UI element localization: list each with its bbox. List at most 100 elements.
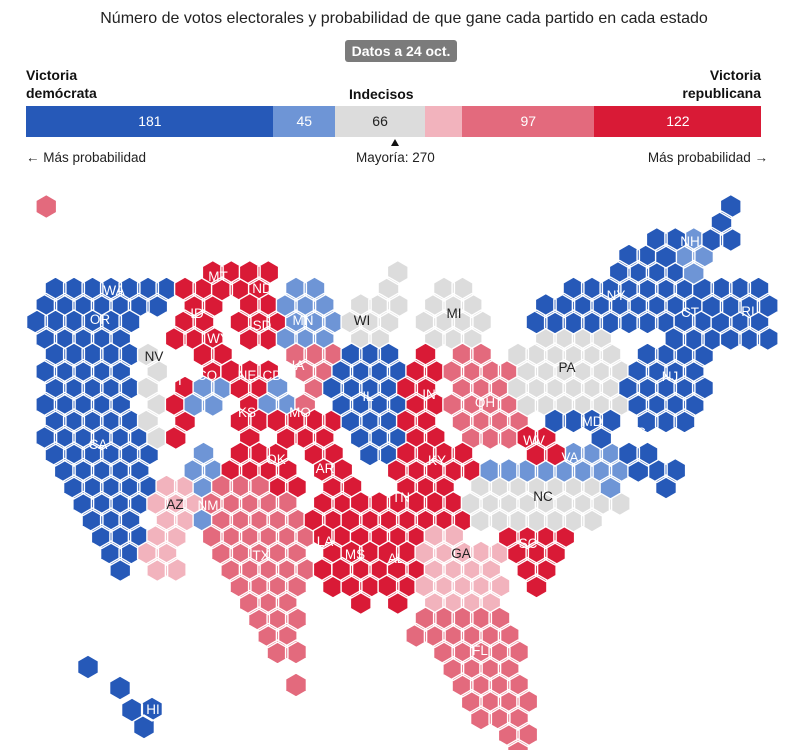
state-label-tn: TN: [392, 490, 410, 505]
state-de[interactable]: [645, 457, 687, 500]
state-sd[interactable]: [229, 292, 289, 352]
hex-cartogram-map: AK WA OR CA NV ID MT WY UT CO AZ NM ND SD NE CD2 KS OK TX M…: [25, 193, 779, 750]
undecided-label: Indecisos: [349, 86, 414, 102]
state-fl[interactable]: [405, 606, 539, 750]
electoral-votes-bar: 181 45 66 97 122: [26, 106, 762, 137]
state-hexes-mn: [275, 276, 345, 352]
state-ga[interactable]: [414, 523, 511, 616]
state-label-ok: OK: [266, 452, 286, 467]
state-mn[interactable]: [275, 276, 345, 352]
state-hexes-hi: [76, 654, 164, 740]
state-label-nj: NJ: [662, 369, 679, 384]
state-ks[interactable]: [229, 408, 271, 451]
rep-label-line2: republicana: [682, 85, 761, 101]
state-az[interactable]: [136, 474, 206, 583]
state-hexes-id: [164, 276, 224, 352]
dem-label-line2: demócrata: [26, 85, 97, 101]
state-hexes-sd: [229, 292, 289, 352]
state-co[interactable]: [183, 375, 234, 418]
state-ia[interactable]: [284, 342, 345, 418]
state-nj[interactable]: [617, 342, 715, 434]
state-label-ks: KS: [238, 405, 256, 420]
state-label-wa: WA: [103, 283, 124, 298]
state-vt[interactable]: [645, 226, 687, 269]
state-me[interactable]: [701, 193, 742, 253]
state-mo[interactable]: [266, 408, 345, 467]
state-label-il: IL: [362, 389, 374, 404]
state-hexes-ms: [331, 540, 391, 616]
dem-victory-label: Victoria demócrata: [26, 66, 97, 102]
state-hexes-or: [25, 309, 141, 352]
state-hexes-wv: [516, 424, 567, 467]
state-hexes-il: [321, 342, 409, 467]
state-label-in: IN: [422, 387, 436, 402]
bar-segment-tilt_rep: [424, 106, 463, 137]
state-il[interactable]: [321, 342, 409, 467]
state-hexes-nv: [136, 342, 169, 451]
more-probability-left: ← Más probabilidad: [26, 150, 147, 165]
state-label-ma: MA: [710, 265, 730, 280]
state-label-ct: CT: [681, 305, 699, 320]
state-label-ia: IA: [292, 358, 305, 373]
state-tx[interactable]: [201, 474, 317, 698]
state-hexes-wa: [35, 276, 178, 319]
state-ma[interactable]: [691, 276, 779, 319]
majority-label: Mayoría: 270: [356, 150, 435, 165]
state-oh[interactable]: [442, 342, 530, 451]
state-label-ne: NE: [238, 368, 257, 383]
state-ca[interactable]: [35, 342, 160, 583]
state-hexes-ne: [220, 358, 280, 418]
state-hexes-az: [136, 474, 206, 583]
date-badge: Datos a 24 oct.: [345, 40, 457, 62]
state-label-az: AZ: [166, 497, 183, 512]
chart-title: Número de votos electorales y probabilid…: [100, 10, 708, 27]
state-hexes-ar: [303, 457, 363, 533]
state-ny[interactable]: [525, 243, 705, 335]
state-label-sd: SD: [253, 318, 272, 333]
state-ky[interactable]: [386, 441, 483, 500]
state-hexes-ny: [525, 243, 705, 335]
bar-segment-lean_rep: 97: [461, 106, 595, 137]
state-md[interactable]: [543, 408, 622, 451]
state-label-sc: SC: [519, 536, 538, 551]
state-hexes-wi: [340, 259, 409, 352]
state-dc[interactable]: [617, 441, 659, 484]
state-hexes-ut: [164, 375, 197, 451]
state-hexes-oh: [442, 342, 530, 451]
state-label-or: OR: [90, 312, 111, 327]
state-wv[interactable]: [516, 424, 567, 467]
state-hexes-ky: [386, 441, 483, 500]
state-label-md: MD: [582, 414, 603, 429]
state-ms[interactable]: [331, 540, 391, 616]
state-ct[interactable]: [664, 309, 724, 352]
bar-segment-solid_rep: 122: [594, 106, 762, 137]
state-label-wy: WY: [207, 331, 229, 346]
state-label-de: DE: [658, 444, 677, 459]
state-in[interactable]: [395, 342, 446, 451]
state-label-wv: WV: [523, 433, 545, 448]
state-ne[interactable]: [220, 358, 280, 418]
state-label-ky: KY: [428, 453, 446, 468]
state-ak[interactable]: [35, 193, 58, 220]
state-label-ny: NY: [607, 288, 626, 303]
state-id[interactable]: [164, 276, 224, 352]
state-hexes-ia: [284, 342, 345, 418]
state-label-fl: FL: [472, 643, 488, 658]
state-wa[interactable]: [35, 276, 178, 319]
state-or[interactable]: [25, 309, 141, 352]
state-hexes-fl: [405, 606, 539, 750]
state-wi[interactable]: [340, 259, 409, 352]
state-hexes-ak: [35, 193, 58, 220]
state-hi[interactable]: [76, 654, 164, 740]
state-label-nm: NM: [198, 498, 219, 513]
state-ut[interactable]: [164, 375, 197, 451]
state-hexes-md: [543, 408, 622, 451]
state-nv[interactable]: [136, 342, 169, 451]
state-ar[interactable]: [303, 457, 363, 533]
state-pa[interactable]: [506, 325, 631, 418]
bar-segment-undecided: 66: [334, 106, 426, 137]
state-label-pa: PA: [558, 360, 575, 375]
state-label-co: CO: [197, 368, 217, 383]
state-label-la: LA: [317, 534, 334, 549]
state-label-nh: NH: [680, 234, 700, 249]
